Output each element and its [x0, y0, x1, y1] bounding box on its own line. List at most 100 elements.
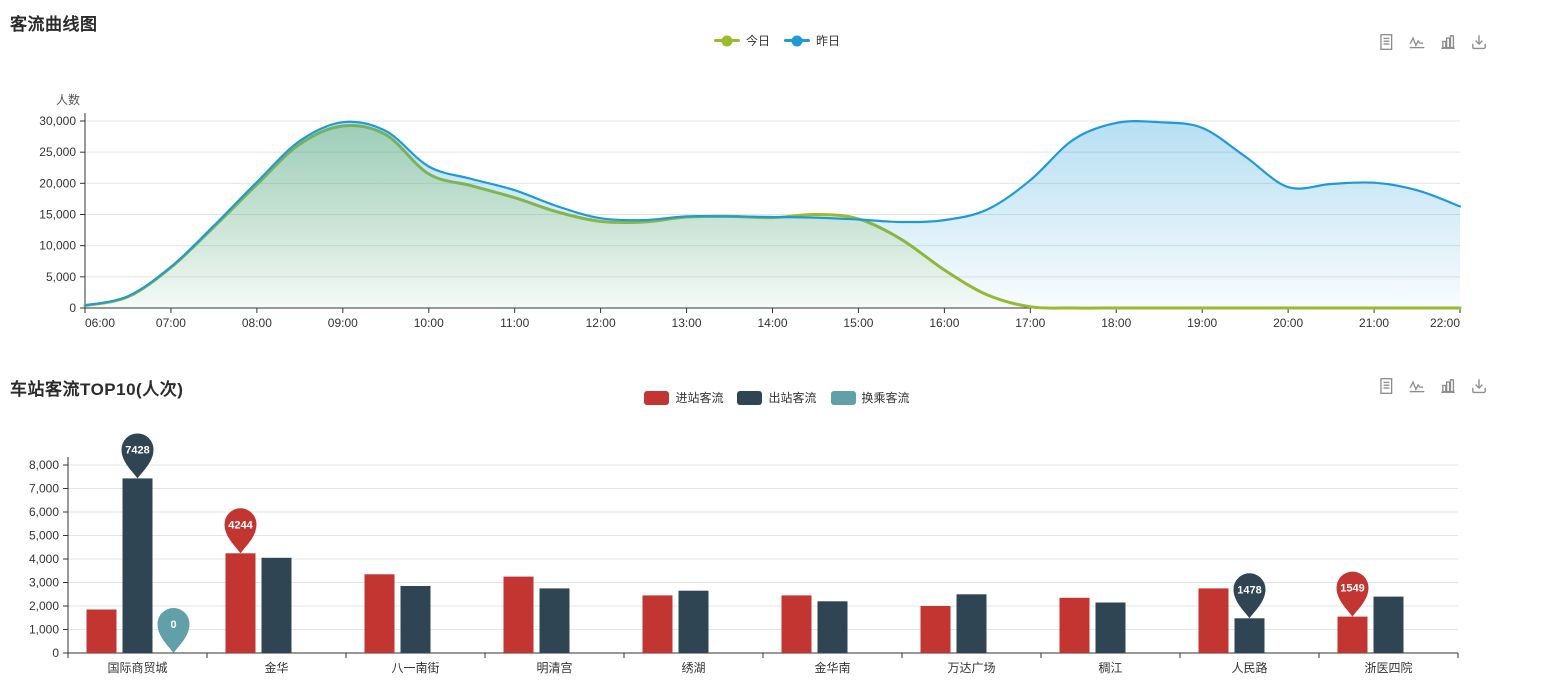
legend-dot-marker	[791, 35, 803, 46]
bar-出站客流-金华南	[817, 601, 848, 653]
svg-text:4244: 4244	[228, 519, 253, 531]
data-view-icon[interactable]	[1377, 33, 1395, 51]
bar-进站客流-万达广场	[920, 606, 951, 653]
bar-switch-icon[interactable]	[1439, 33, 1457, 51]
bar-switch-icon[interactable]	[1439, 377, 1457, 395]
svg-text:0: 0	[170, 619, 176, 631]
bar-出站客流-浙医四院	[1373, 596, 1404, 653]
legend-item[interactable]: 昨日	[784, 32, 840, 49]
bar-进站客流-国际商贸城	[86, 609, 117, 653]
line-chart-canvas: 0 5,000 10,000 15,000 20,000 25,000 30,000 人数 06…	[39, 92, 1462, 330]
data-view-icon[interactable]	[1377, 377, 1395, 395]
bar-出站客流-金华	[261, 557, 292, 653]
bar-出站客流-国际商贸城	[122, 478, 153, 653]
svg-text:浙医四院: 浙医四院	[1364, 661, 1412, 675]
legend-label: 今日	[745, 34, 770, 48]
svg-text:15:00: 15:00	[843, 316, 873, 330]
svg-text:5,000: 5,000	[46, 270, 76, 284]
svg-text:人民路: 人民路	[1231, 660, 1267, 675]
svg-text:30,000: 30,000	[39, 114, 76, 128]
svg-text:1478: 1478	[1237, 584, 1261, 596]
legend-label: 昨日	[816, 34, 841, 48]
svg-text:1,000: 1,000	[29, 623, 59, 637]
svg-text:07:00: 07:00	[156, 316, 186, 330]
svg-text:7,000: 7,000	[29, 482, 59, 496]
svg-text:明清宫: 明清宫	[536, 660, 572, 675]
svg-text:20,000: 20,000	[39, 176, 76, 190]
bar-出站客流-稠江	[1095, 602, 1126, 653]
svg-text:19:00: 19:00	[1187, 316, 1217, 330]
svg-text:16:00: 16:00	[929, 316, 959, 330]
legend-item[interactable]: 今日	[713, 32, 770, 49]
bar-进站客流-人民路	[1198, 588, 1229, 653]
bar-chart-canvas: 0 1,000 2,000 3,000 4,000 5,000 6,000 7,000 8,00…	[29, 433, 1459, 675]
svg-text:14:00: 14:00	[757, 316, 787, 330]
legend-dot-marker	[721, 35, 733, 46]
legend-rect-marker	[830, 390, 856, 405]
svg-text:金华: 金华	[264, 660, 288, 675]
markpoint-pin	[121, 433, 154, 479]
svg-text:金华南: 金华南	[814, 660, 850, 675]
line-chart-panel: 0 5,000 10,000 15,000 20,000 25,000 30,000 人数 06…	[0, 15, 1554, 330]
legend-line-marker	[784, 35, 810, 46]
svg-text:人数: 人数	[56, 92, 80, 107]
svg-text:20:00: 20:00	[1273, 316, 1303, 330]
svg-text:0: 0	[69, 301, 76, 315]
bar-进站客流-稠江	[1059, 597, 1090, 653]
svg-text:稠江: 稠江	[1098, 661, 1122, 675]
svg-text:1549: 1549	[1340, 583, 1364, 595]
bar-进站客流-金华南	[781, 595, 812, 653]
bar-chart-title: 车站客流TOP10(人次)	[10, 380, 184, 399]
legend-label: 出站客流	[768, 391, 817, 405]
svg-text:绣湖: 绣湖	[681, 660, 705, 675]
markpoint-pin	[157, 608, 190, 653]
svg-text:18:00: 18:00	[1101, 316, 1131, 330]
legend-label: 换乘客流	[861, 391, 910, 405]
svg-text:5,000: 5,000	[29, 529, 59, 543]
svg-text:15,000: 15,000	[39, 208, 76, 222]
bar-进站客流-金华	[225, 553, 256, 653]
svg-text:6,000: 6,000	[29, 505, 59, 519]
svg-text:08:00: 08:00	[242, 316, 272, 330]
line-chart-legend: 今日 昨日	[0, 32, 1554, 49]
svg-text:13:00: 13:00	[672, 316, 702, 330]
svg-text:06:00: 06:00	[85, 316, 115, 330]
svg-text:3,000: 3,000	[29, 576, 59, 590]
legend-rect-marker	[737, 390, 763, 405]
bar-进站客流-浙医四院	[1337, 616, 1368, 653]
svg-text:21:00: 21:00	[1359, 316, 1389, 330]
bar-出站客流-人民路	[1234, 618, 1265, 653]
svg-text:22:00: 22:00	[1430, 316, 1460, 330]
svg-text:国际商贸城: 国际商贸城	[107, 660, 167, 675]
svg-text:4,000: 4,000	[29, 552, 59, 566]
svg-text:2,000: 2,000	[29, 599, 59, 613]
download-icon[interactable]	[1470, 33, 1488, 51]
svg-text:11:00: 11:00	[500, 316, 529, 330]
legend-label: 进站客流	[675, 391, 724, 405]
svg-text:17:00: 17:00	[1015, 316, 1045, 330]
markpoint-pin	[224, 508, 257, 554]
bar-chart-toolbox	[1377, 377, 1488, 395]
markpoint-pin	[1336, 571, 1369, 617]
svg-text:八一南街: 八一南街	[391, 660, 439, 675]
svg-text:10:00: 10:00	[414, 316, 444, 330]
bar-chart-legend: 进站客流 出站客流 换乘客流	[0, 389, 1554, 406]
svg-text:12:00: 12:00	[586, 316, 616, 330]
bar-出站客流-绣湖	[678, 590, 709, 653]
line-switch-icon[interactable]	[1408, 33, 1426, 51]
svg-text:09:00: 09:00	[328, 316, 358, 330]
legend-item[interactable]: 换乘客流	[830, 389, 910, 406]
svg-text:10,000: 10,000	[39, 239, 76, 253]
markpoint-pin	[1233, 573, 1266, 619]
line-chart-toolbox	[1377, 33, 1488, 51]
line-chart-title: 客流曲线图	[10, 15, 98, 34]
legend-item[interactable]: 进站客流	[644, 389, 723, 406]
download-icon[interactable]	[1470, 377, 1488, 395]
svg-text:0: 0	[52, 646, 59, 660]
line-switch-icon[interactable]	[1408, 377, 1426, 395]
svg-text:7428: 7428	[125, 444, 149, 456]
bar-进站客流-绣湖	[642, 595, 673, 653]
legend-item[interactable]: 出站客流	[737, 389, 817, 406]
bar-进站客流-八一南街	[364, 574, 395, 653]
legend-line-marker	[713, 35, 740, 46]
